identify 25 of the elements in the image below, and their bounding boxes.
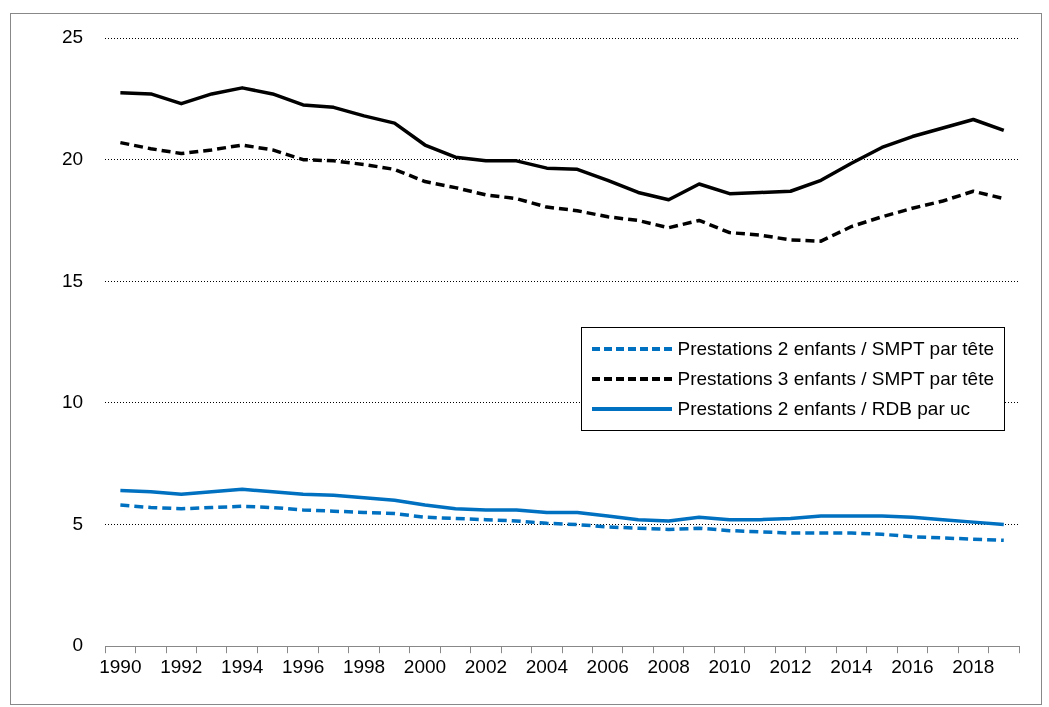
- x-tick-label: 2016: [891, 655, 934, 677]
- y-tick-label: 5: [72, 512, 84, 534]
- x-tick-label: 1992: [160, 655, 203, 677]
- y-tick-label: 10: [61, 391, 84, 413]
- x-tick-label: 2018: [952, 655, 995, 677]
- legend-label: Prestations 3 enfants / SMPT par tête: [677, 368, 994, 390]
- x-tick-label: 1994: [221, 655, 264, 677]
- y-tick-label: 25: [61, 26, 84, 48]
- x-tick-label: 1996: [282, 655, 325, 677]
- legend-label: Prestations 2 enfants / SMPT par tête: [677, 338, 994, 360]
- line-series: [118, 503, 1006, 543]
- x-tick-label: 2010: [708, 655, 751, 677]
- x-tick-label: 2012: [769, 655, 812, 677]
- legend-label: Prestations 2 enfants / RDB par uc: [677, 398, 971, 420]
- x-tick-label: 2008: [647, 655, 690, 677]
- x-tick-label: 2002: [464, 655, 508, 677]
- x-tick-label: 2000: [403, 655, 447, 677]
- x-tick-label: 1990: [99, 655, 142, 677]
- x-tick-label: 2006: [586, 655, 629, 677]
- x-tick-label: 1998: [342, 655, 386, 677]
- y-tick-label: 0: [72, 634, 84, 656]
- y-tick-label: 15: [61, 269, 84, 291]
- x-tick-label: 2004: [525, 655, 569, 677]
- x-tick-label: 2014: [830, 655, 874, 677]
- y-tick-label: 20: [61, 147, 84, 169]
